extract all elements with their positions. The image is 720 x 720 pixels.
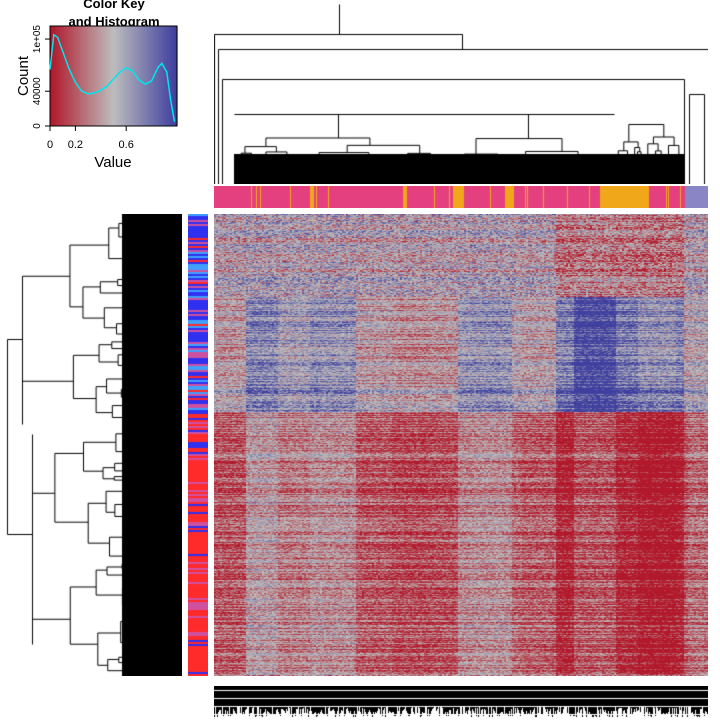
color-key-band	[173, 26, 176, 126]
color-key-band	[65, 26, 69, 126]
column-side-color-bar	[214, 186, 708, 208]
color-key-band	[61, 26, 65, 126]
color-key-subtitle: and Histogram	[68, 14, 159, 29]
color-key-band	[79, 26, 83, 126]
color-key-band	[117, 26, 121, 126]
color-key-ylabel: Count	[15, 55, 32, 96]
color-key-band	[167, 26, 170, 126]
color-key-band	[131, 26, 134, 126]
color-key-band	[133, 26, 136, 126]
color-key-band	[63, 26, 67, 126]
color-key-band	[59, 26, 63, 126]
color-key-band	[91, 26, 95, 126]
color-key-x-axis: 0 0.2 0.6	[47, 126, 134, 151]
x-tick-label: 0.2	[68, 139, 83, 151]
color-key-band	[125, 26, 128, 126]
color-key-band	[97, 26, 101, 126]
column-dendrogram	[214, 4, 708, 184]
color-key-band	[81, 26, 85, 126]
color-key-band	[129, 26, 132, 126]
color-key-band	[169, 26, 172, 126]
color-key-band	[77, 26, 81, 126]
color-key-band	[95, 26, 99, 126]
color-key-band	[69, 26, 73, 126]
color-key-band	[107, 26, 111, 126]
color-key-band	[119, 26, 123, 126]
color-key-band	[109, 26, 113, 126]
color-key-xlabel: Value	[94, 154, 131, 171]
color-key-band	[149, 26, 152, 126]
row-side-color-bar	[188, 214, 208, 676]
color-key-band	[163, 26, 166, 126]
heatmap-matrix	[214, 214, 708, 676]
color-key-band	[75, 26, 79, 126]
color-key-band	[55, 26, 59, 126]
y-tick-label: 0	[32, 123, 43, 129]
column-labels	[214, 686, 708, 718]
color-key-band	[89, 26, 93, 126]
histogram-density-line	[49, 33, 176, 122]
x-tick-label: 0	[47, 139, 53, 151]
y-tick-label: 1e+05	[32, 25, 43, 54]
color-key-band	[159, 26, 162, 126]
color-key-band	[157, 26, 160, 126]
y-tick-label: 40000	[32, 77, 43, 105]
color-key-band	[143, 26, 146, 126]
row-dendrogram	[2, 214, 182, 676]
color-key-band	[93, 26, 97, 126]
color-key-band	[137, 26, 140, 126]
color-key-band	[111, 26, 115, 126]
color-key-band	[67, 26, 71, 126]
color-key-title: Color Key	[83, 0, 145, 11]
color-key-band	[139, 26, 142, 126]
color-key-band	[155, 26, 158, 126]
color-key-band	[85, 26, 89, 126]
color-key-band	[123, 26, 127, 126]
x-tick-label: 0.6	[119, 139, 134, 151]
color-key-band	[171, 26, 174, 126]
color-key-band	[101, 26, 105, 126]
color-key-band	[113, 26, 117, 126]
color-key-band	[99, 26, 103, 126]
color-key-band	[51, 26, 55, 126]
color-key-band	[121, 26, 125, 126]
color-key-band	[53, 26, 57, 126]
color-key-band	[141, 26, 144, 126]
color-key-band	[161, 26, 164, 126]
color-key-y-axis: 0 40000 1e+05	[32, 25, 50, 129]
color-key-band	[73, 26, 77, 126]
color-key-band	[147, 26, 150, 126]
color-key-band	[83, 26, 87, 126]
color-key-frame	[49, 25, 178, 127]
color-key-gradient	[50, 26, 178, 126]
color-key-band	[105, 26, 109, 126]
color-key-band	[175, 26, 178, 126]
color-key-band	[57, 26, 61, 126]
color-key-band	[87, 26, 91, 126]
color-key-band	[103, 26, 107, 126]
color-key-band	[145, 26, 148, 126]
color-key-band	[151, 26, 154, 126]
color-key-band	[127, 26, 130, 126]
color-key-band	[165, 26, 168, 126]
color-key-histogram: Color Key and Histogram 0 0.2 0.6 0 40000 1e…	[15, 0, 178, 171]
color-key-band	[50, 26, 53, 126]
